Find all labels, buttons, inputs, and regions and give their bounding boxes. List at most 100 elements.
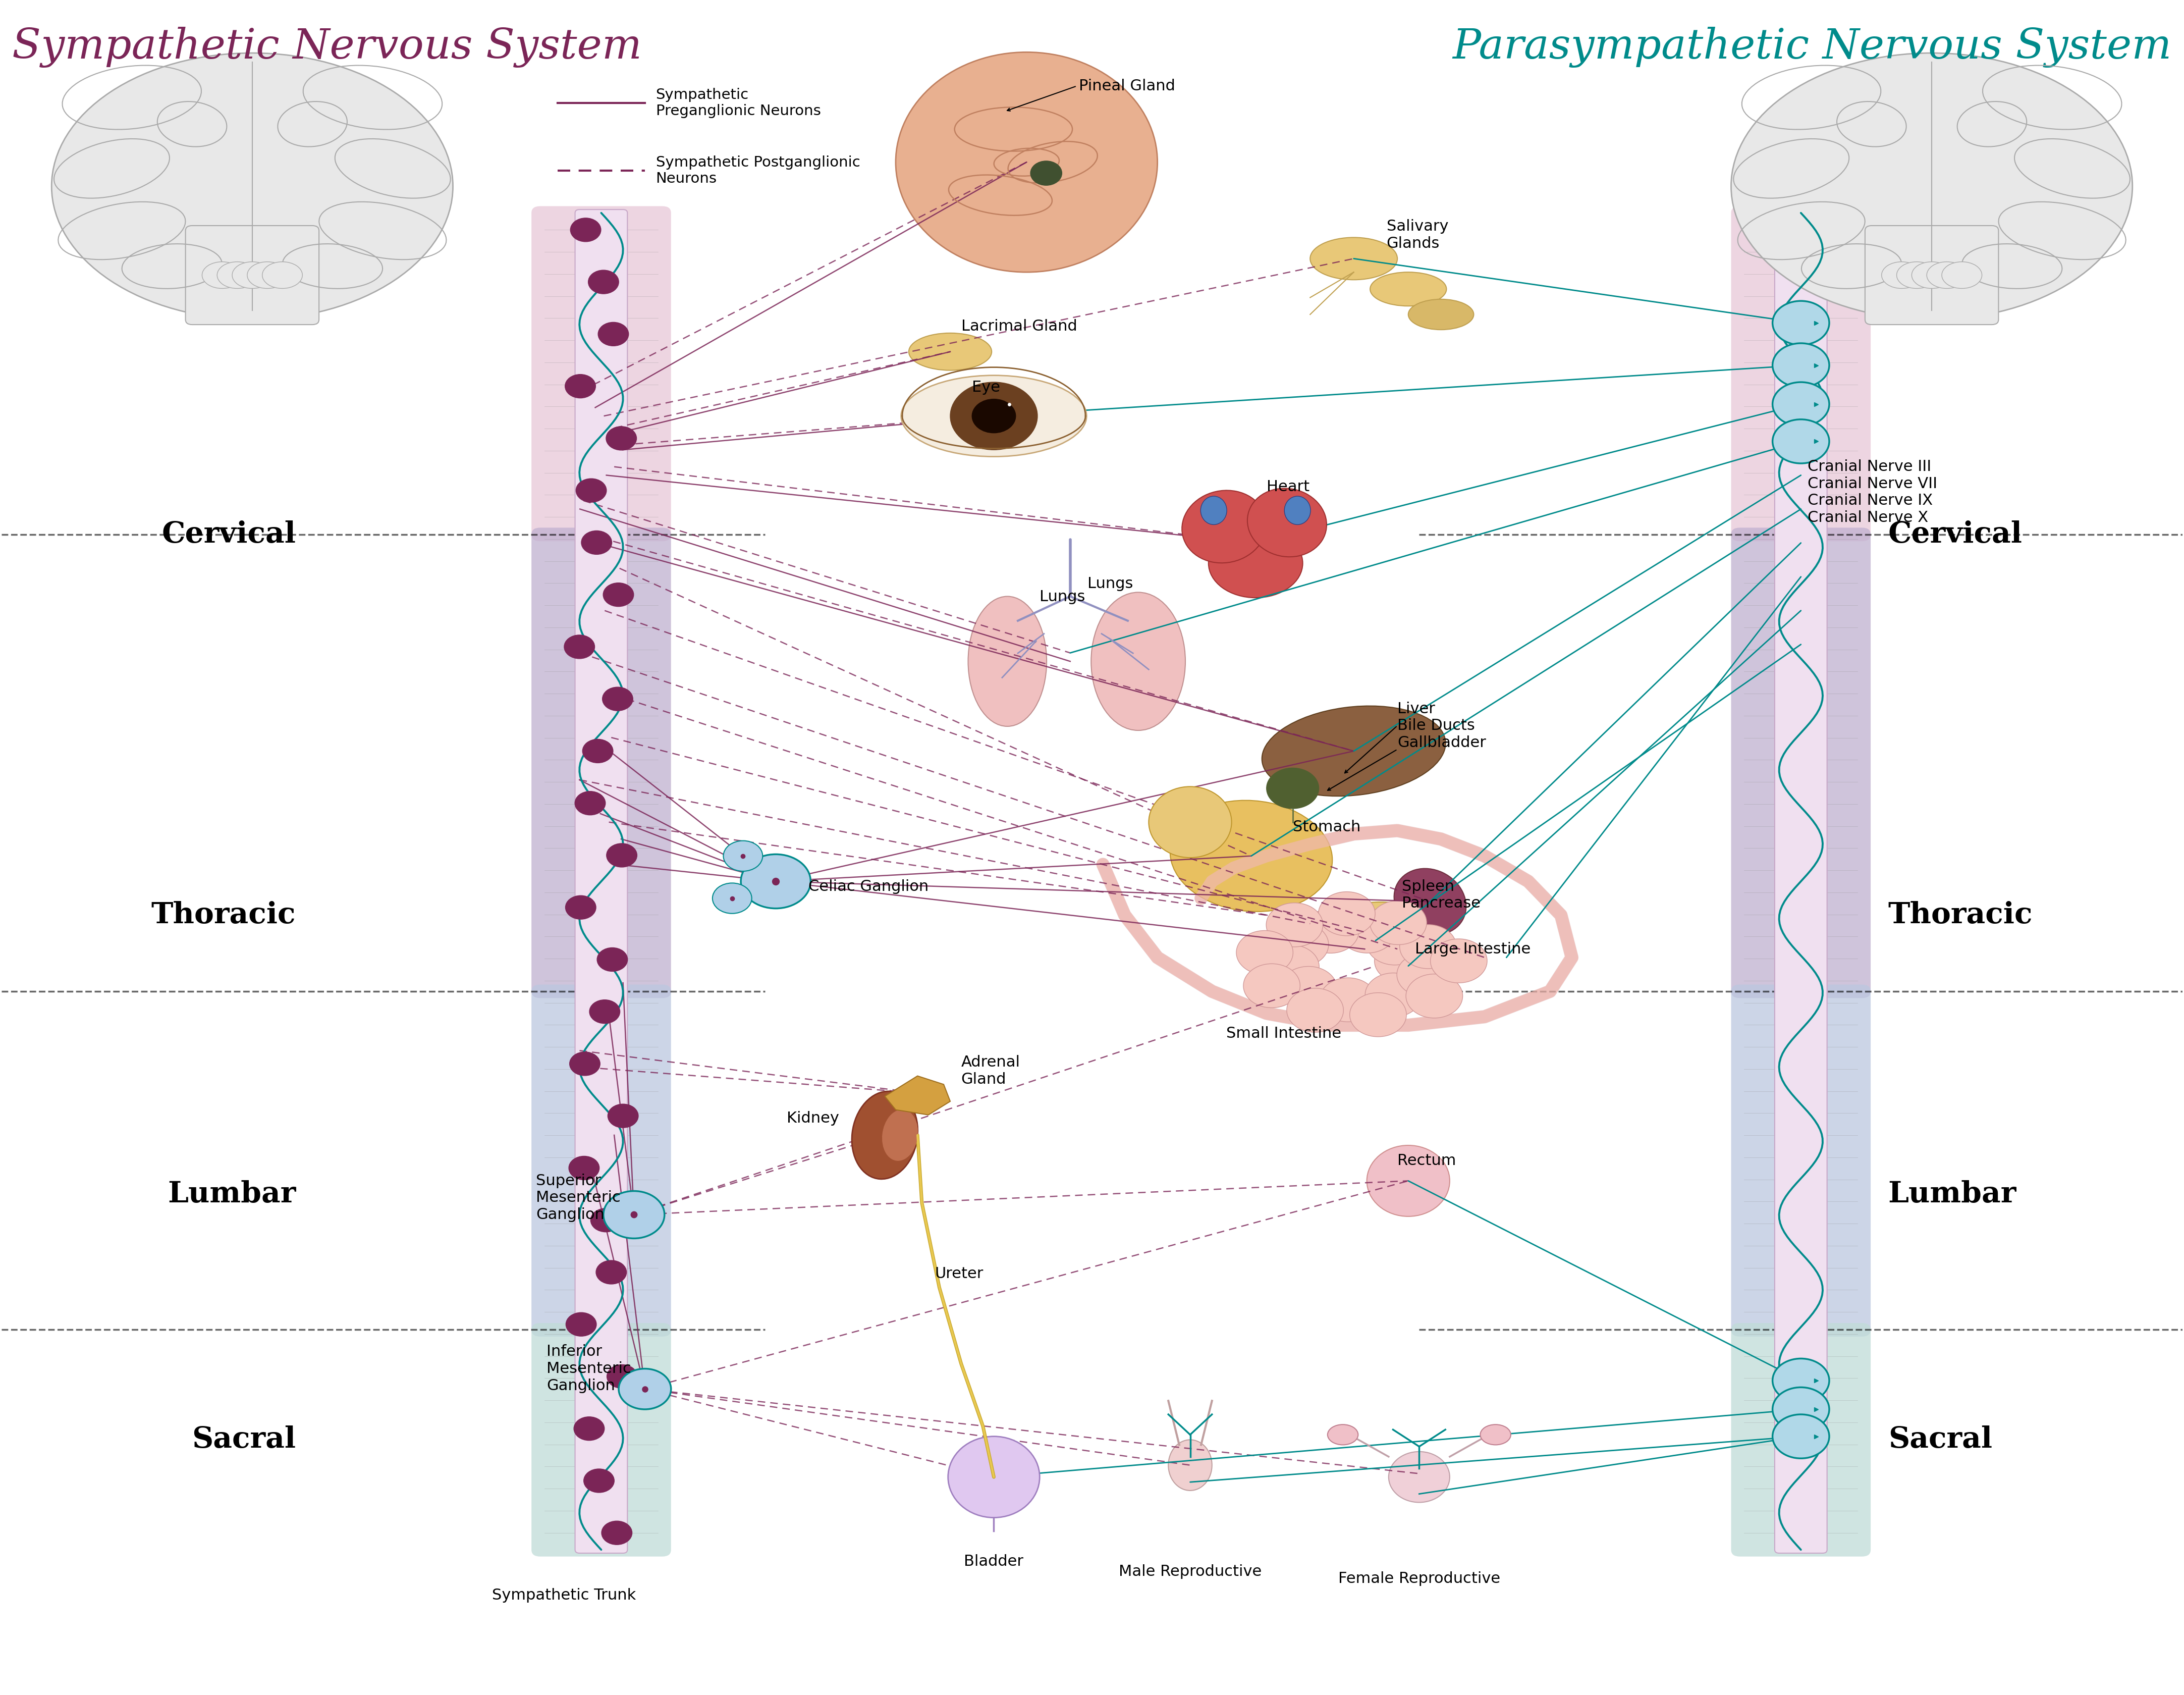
- Circle shape: [1406, 975, 1463, 1019]
- Circle shape: [598, 322, 629, 346]
- Text: Ureter: Ureter: [935, 1266, 983, 1281]
- Ellipse shape: [882, 1110, 917, 1161]
- Text: Parasympathetic Nervous System: Parasympathetic Nervous System: [1452, 27, 2171, 68]
- Circle shape: [1773, 1414, 1830, 1458]
- Ellipse shape: [1369, 273, 1446, 307]
- Ellipse shape: [1732, 53, 2132, 320]
- Circle shape: [1302, 909, 1358, 953]
- Circle shape: [1374, 939, 1431, 983]
- Circle shape: [740, 854, 810, 909]
- Circle shape: [712, 883, 751, 914]
- Text: Thoracic: Thoracic: [1889, 902, 2033, 929]
- Text: Sacral: Sacral: [1889, 1425, 1992, 1454]
- Text: Large Intestine: Large Intestine: [1415, 942, 1531, 956]
- Circle shape: [568, 1156, 598, 1180]
- Circle shape: [1319, 892, 1376, 936]
- Text: Cranial Nerve III
Cranial Nerve VII
Cranial Nerve IX
Cranial Nerve X: Cranial Nerve III Cranial Nerve VII Cran…: [1808, 459, 1937, 525]
- Circle shape: [587, 270, 618, 293]
- Circle shape: [590, 1209, 620, 1232]
- FancyBboxPatch shape: [1732, 985, 1872, 1337]
- Ellipse shape: [1310, 237, 1398, 280]
- Circle shape: [1339, 909, 1396, 953]
- Circle shape: [574, 1417, 605, 1441]
- FancyBboxPatch shape: [1865, 225, 1998, 325]
- FancyBboxPatch shape: [1732, 1324, 1872, 1556]
- Ellipse shape: [1328, 1424, 1358, 1444]
- Text: Sympathetic Trunk: Sympathetic Trunk: [491, 1588, 636, 1603]
- Circle shape: [1236, 931, 1293, 975]
- Text: Sacral: Sacral: [192, 1425, 295, 1454]
- Ellipse shape: [1883, 261, 1922, 288]
- Circle shape: [596, 948, 627, 971]
- Ellipse shape: [948, 1436, 1040, 1517]
- Ellipse shape: [895, 53, 1158, 273]
- Circle shape: [583, 1470, 614, 1493]
- Text: Adrenal
Gland: Adrenal Gland: [961, 1054, 1020, 1086]
- Circle shape: [950, 381, 1037, 449]
- Text: Lungs: Lungs: [1088, 576, 1133, 592]
- FancyBboxPatch shape: [1732, 207, 1872, 541]
- Circle shape: [1773, 1387, 1830, 1431]
- Circle shape: [1398, 953, 1455, 997]
- Circle shape: [566, 895, 596, 919]
- Ellipse shape: [1393, 868, 1465, 934]
- Ellipse shape: [1247, 488, 1326, 558]
- Ellipse shape: [1208, 529, 1302, 598]
- Text: Eye: Eye: [972, 380, 1000, 395]
- Circle shape: [972, 398, 1016, 432]
- Ellipse shape: [1481, 1424, 1511, 1444]
- FancyBboxPatch shape: [531, 527, 670, 998]
- Ellipse shape: [1942, 261, 1981, 288]
- Circle shape: [1365, 973, 1422, 1017]
- Text: Spleen
Pancrease: Spleen Pancrease: [1402, 880, 1481, 910]
- Text: Lacrimal Gland: Lacrimal Gland: [961, 319, 1077, 334]
- Text: Lungs: Lungs: [1040, 590, 1085, 605]
- Circle shape: [1271, 922, 1328, 966]
- Circle shape: [603, 1192, 664, 1239]
- Ellipse shape: [1284, 497, 1310, 525]
- FancyBboxPatch shape: [1776, 210, 1828, 1553]
- Circle shape: [723, 841, 762, 871]
- Ellipse shape: [1171, 800, 1332, 912]
- Ellipse shape: [1092, 592, 1186, 731]
- Circle shape: [1773, 302, 1830, 344]
- Text: Lumbar: Lumbar: [168, 1180, 295, 1209]
- Circle shape: [583, 739, 614, 763]
- Ellipse shape: [1262, 705, 1446, 797]
- Circle shape: [1431, 939, 1487, 983]
- Circle shape: [570, 1053, 601, 1076]
- FancyBboxPatch shape: [531, 207, 670, 541]
- Circle shape: [1031, 161, 1061, 185]
- Circle shape: [1773, 381, 1830, 425]
- FancyBboxPatch shape: [574, 210, 627, 1553]
- Circle shape: [1262, 944, 1319, 988]
- Text: Liver
Bile Ducts
Gallbladder: Liver Bile Ducts Gallbladder: [1398, 702, 1485, 749]
- Ellipse shape: [909, 334, 992, 370]
- Text: Inferior
Mesenteric
Ganglion: Inferior Mesenteric Ganglion: [546, 1344, 631, 1393]
- Circle shape: [1243, 964, 1299, 1009]
- Text: Rectum: Rectum: [1398, 1153, 1457, 1168]
- Circle shape: [577, 478, 607, 502]
- Ellipse shape: [52, 53, 452, 320]
- PathPatch shape: [885, 1076, 950, 1115]
- Ellipse shape: [262, 261, 301, 288]
- Text: Heart: Heart: [1267, 480, 1310, 495]
- Circle shape: [574, 792, 605, 815]
- Text: Stomach: Stomach: [1293, 820, 1361, 834]
- FancyBboxPatch shape: [531, 985, 670, 1337]
- Text: Lumbar: Lumbar: [1889, 1180, 2016, 1209]
- Circle shape: [1319, 978, 1376, 1022]
- Ellipse shape: [902, 375, 1088, 456]
- Circle shape: [1367, 920, 1424, 964]
- Circle shape: [1369, 900, 1426, 944]
- Circle shape: [618, 1368, 670, 1409]
- Ellipse shape: [1149, 786, 1232, 858]
- Circle shape: [603, 583, 633, 607]
- Circle shape: [566, 375, 596, 398]
- Text: Salivary
Glands: Salivary Glands: [1387, 219, 1448, 251]
- Circle shape: [1267, 903, 1324, 948]
- Text: Kidney: Kidney: [786, 1110, 839, 1125]
- Text: Male Reproductive: Male Reproductive: [1118, 1564, 1262, 1580]
- Text: Pineal Gland: Pineal Gland: [1079, 78, 1175, 93]
- Text: Celiac Ganglion: Celiac Ganglion: [808, 880, 928, 893]
